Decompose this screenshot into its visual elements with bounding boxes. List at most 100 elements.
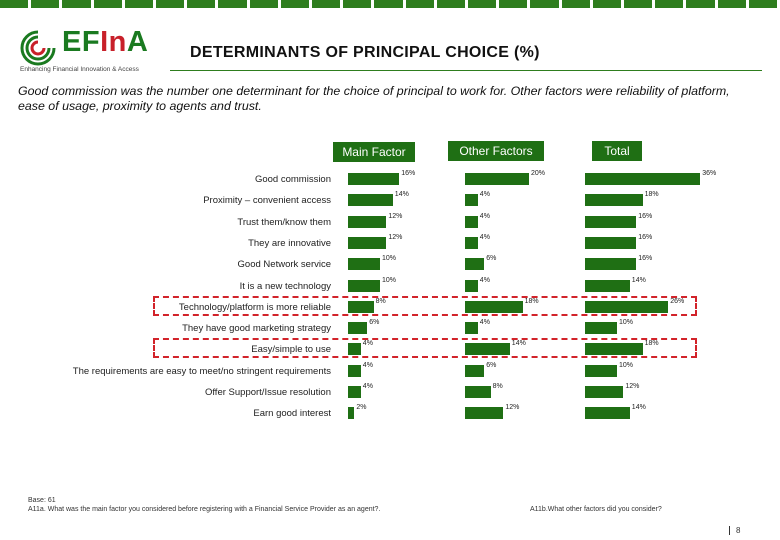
bar-main-factor [348, 300, 374, 313]
bar-total [585, 407, 630, 420]
bar-total [585, 173, 701, 185]
bar-total [585, 258, 637, 271]
bar-total [585, 322, 617, 335]
value-label-other-factors: 20% [531, 170, 546, 177]
value-label-main-factor: 14% [394, 191, 409, 199]
value-label-total: 36% [702, 170, 717, 177]
bar-total [585, 364, 617, 377]
value-label-main-factor: 4% [362, 361, 373, 369]
bar-main-factor [348, 173, 400, 185]
bar-total [585, 194, 643, 207]
bar-main-factor [348, 386, 361, 398]
value-label-main-factor: 12% [388, 212, 403, 220]
category-label: Good commission [254, 174, 331, 185]
column-header-total: Total [592, 141, 642, 161]
bar-total [585, 300, 669, 313]
value-label-total: 10% [619, 361, 634, 369]
category-label: The requirements are easy to meet/no str… [72, 365, 331, 377]
value-label-other-factors: 12% [505, 404, 520, 412]
bar-main-factor [348, 364, 361, 377]
value-label-total: 16% [638, 212, 653, 220]
highlight-box [153, 338, 697, 359]
bar-other-factors [465, 215, 478, 228]
bar-other-factors [465, 258, 485, 271]
bar-total [585, 215, 637, 228]
value-label-other-factors: 4% [479, 319, 490, 327]
logo-tagline: Enhancing Financial Innovation & Access [20, 66, 139, 73]
value-label-main-factor: 4% [362, 383, 373, 390]
subtitle: Good commission was the number one deter… [18, 84, 730, 113]
highlight-box [153, 295, 697, 316]
category-label: They are innovative [248, 237, 331, 249]
bar-total [585, 279, 630, 292]
value-label-total: 10% [619, 319, 634, 327]
category-label: It is a new technology [239, 280, 331, 292]
bar-other-factors [465, 343, 510, 356]
bar-total [585, 236, 637, 249]
bar-main-factor [348, 279, 380, 292]
value-label-total: 18% [644, 340, 659, 348]
bar-other-factors [465, 386, 491, 398]
category-label: They have good marketing strategy [182, 323, 331, 335]
value-label-main-factor: 8% [375, 297, 386, 305]
bar-other-factors [465, 194, 478, 207]
value-label-other-factors: 14% [511, 340, 526, 348]
category-label: Earn good interest [253, 408, 331, 420]
value-label-main-factor: 10% [382, 255, 397, 263]
bar-main-factor [348, 343, 361, 356]
value-label-other-factors: 18% [524, 297, 539, 305]
value-label-main-factor: 6% [369, 319, 380, 327]
swirl-icon [20, 30, 56, 66]
bar-other-factors [465, 364, 485, 377]
bar-other-factors [465, 236, 478, 249]
bar-main-factor [348, 236, 387, 249]
top-stripe [0, 0, 780, 8]
category-label: Trust them/know them [237, 216, 331, 228]
value-label-main-factor: 10% [382, 276, 397, 284]
page-number: 8 [729, 526, 740, 535]
value-label-total: 16% [638, 255, 653, 263]
value-label-main-factor: 4% [362, 340, 373, 348]
title-divider [170, 70, 762, 71]
value-label-total: 12% [625, 383, 640, 390]
bar-total [585, 386, 624, 398]
value-label-other-factors: 6% [486, 361, 497, 369]
bar-main-factor [348, 407, 355, 420]
logo-wordmark: EFInA [62, 26, 149, 58]
value-label-main-factor: 16% [401, 170, 416, 177]
column-header-other-factors: Other Factors [448, 141, 544, 161]
value-label-other-factors: 4% [479, 212, 490, 220]
column-header-main-factor: Main Factor [333, 142, 415, 162]
footnote-base: Base: 61 A11a. What was the main factor … [28, 497, 381, 513]
value-label-other-factors: 4% [479, 276, 490, 284]
bar-other-factors [465, 407, 504, 420]
value-label-total: 16% [638, 233, 653, 241]
footnote-question-b: A11b.What other factors did you consider… [530, 506, 662, 513]
value-label-other-factors: 6% [486, 255, 497, 263]
value-label-other-factors: 4% [479, 191, 490, 199]
category-label: Easy/simple to use [251, 344, 331, 356]
bar-main-factor [348, 258, 380, 271]
bar-main-factor [348, 215, 387, 228]
category-label: Technology/platform is more reliable [178, 301, 331, 313]
value-label-main-factor: 12% [388, 233, 403, 241]
bar-main-factor [348, 322, 368, 335]
efina-logo: EFInA Enhancing Financial Innovation & A… [18, 26, 168, 78]
category-label: Proximity – convenient access [203, 195, 331, 207]
value-label-other-factors: 4% [479, 233, 490, 241]
category-label: Offer Support/Issue resolution [204, 387, 331, 398]
bar-other-factors [465, 279, 478, 292]
bar-main-factor [348, 194, 393, 207]
bar-total [585, 343, 643, 356]
value-label-total: 14% [631, 276, 646, 284]
value-label-total: 14% [631, 404, 646, 412]
value-label-main-factor: 2% [356, 404, 367, 412]
page-title: DETERMINANTS OF PRINCIPAL CHOICE (%) [190, 44, 540, 61]
bar-other-factors [465, 300, 523, 313]
value-label-total: 26% [670, 297, 685, 305]
bar-other-factors [465, 173, 529, 185]
value-label-other-factors: 8% [492, 383, 503, 390]
category-label: Good Network service [237, 259, 331, 271]
bar-other-factors [465, 322, 478, 335]
value-label-total: 18% [644, 191, 659, 199]
